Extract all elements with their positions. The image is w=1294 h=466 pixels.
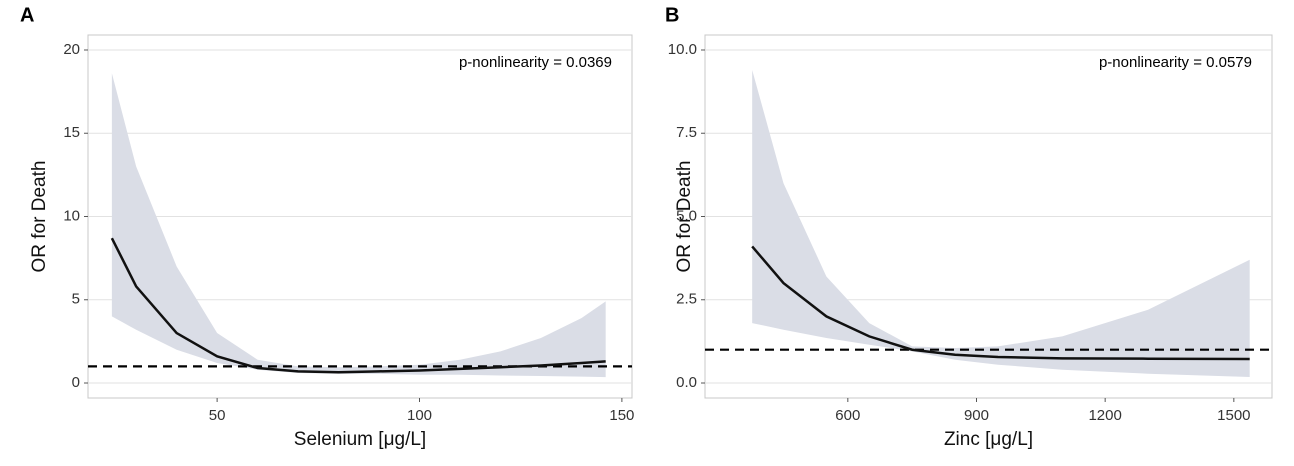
y-tick-label: 10 — [63, 207, 80, 224]
panel-label: B — [665, 4, 679, 26]
panel-label: A — [20, 4, 34, 26]
y-tick-label: 20 — [63, 41, 80, 58]
y-tick-label: 5.0 — [676, 207, 697, 224]
x-tick-label: 600 — [835, 407, 860, 424]
x-tick-label: 150 — [609, 407, 634, 424]
x-tick-label: 100 — [407, 407, 432, 424]
y-tick-label: 2.5 — [676, 291, 697, 308]
x-tick-label: 900 — [964, 407, 989, 424]
fit-line — [110, 237, 606, 374]
y-axis-label: OR for Death — [29, 161, 50, 273]
confidence-band — [752, 69, 1250, 378]
y-axis-label: OR for Death — [674, 161, 695, 273]
fit-line — [751, 245, 1250, 361]
x-axis-label: Selenium [μg/L] — [294, 429, 426, 450]
y-tick-label: 15 — [63, 124, 80, 141]
panel-label: D — [665, 464, 679, 466]
confidence-band — [111, 73, 606, 378]
x-tick-label: 50 — [209, 407, 226, 424]
y-tick-label: 0 — [72, 374, 80, 391]
y-tick-label: 5 — [72, 291, 80, 308]
y-tick-label: 7.5 — [676, 124, 697, 141]
x-tick-label: 1500 — [1217, 407, 1250, 424]
annotation: p-nonlinearity = 0.0369 — [459, 54, 612, 71]
y-tick-label: 0.0 — [676, 374, 697, 391]
x-axis-label: Zinc [μg/L] — [944, 429, 1033, 450]
panel-label: C — [10, 464, 24, 466]
annotation: p-nonlinearity = 0.0579 — [1099, 54, 1252, 71]
x-tick-label: 1200 — [1088, 407, 1121, 424]
y-tick-label: 10.0 — [668, 41, 697, 58]
